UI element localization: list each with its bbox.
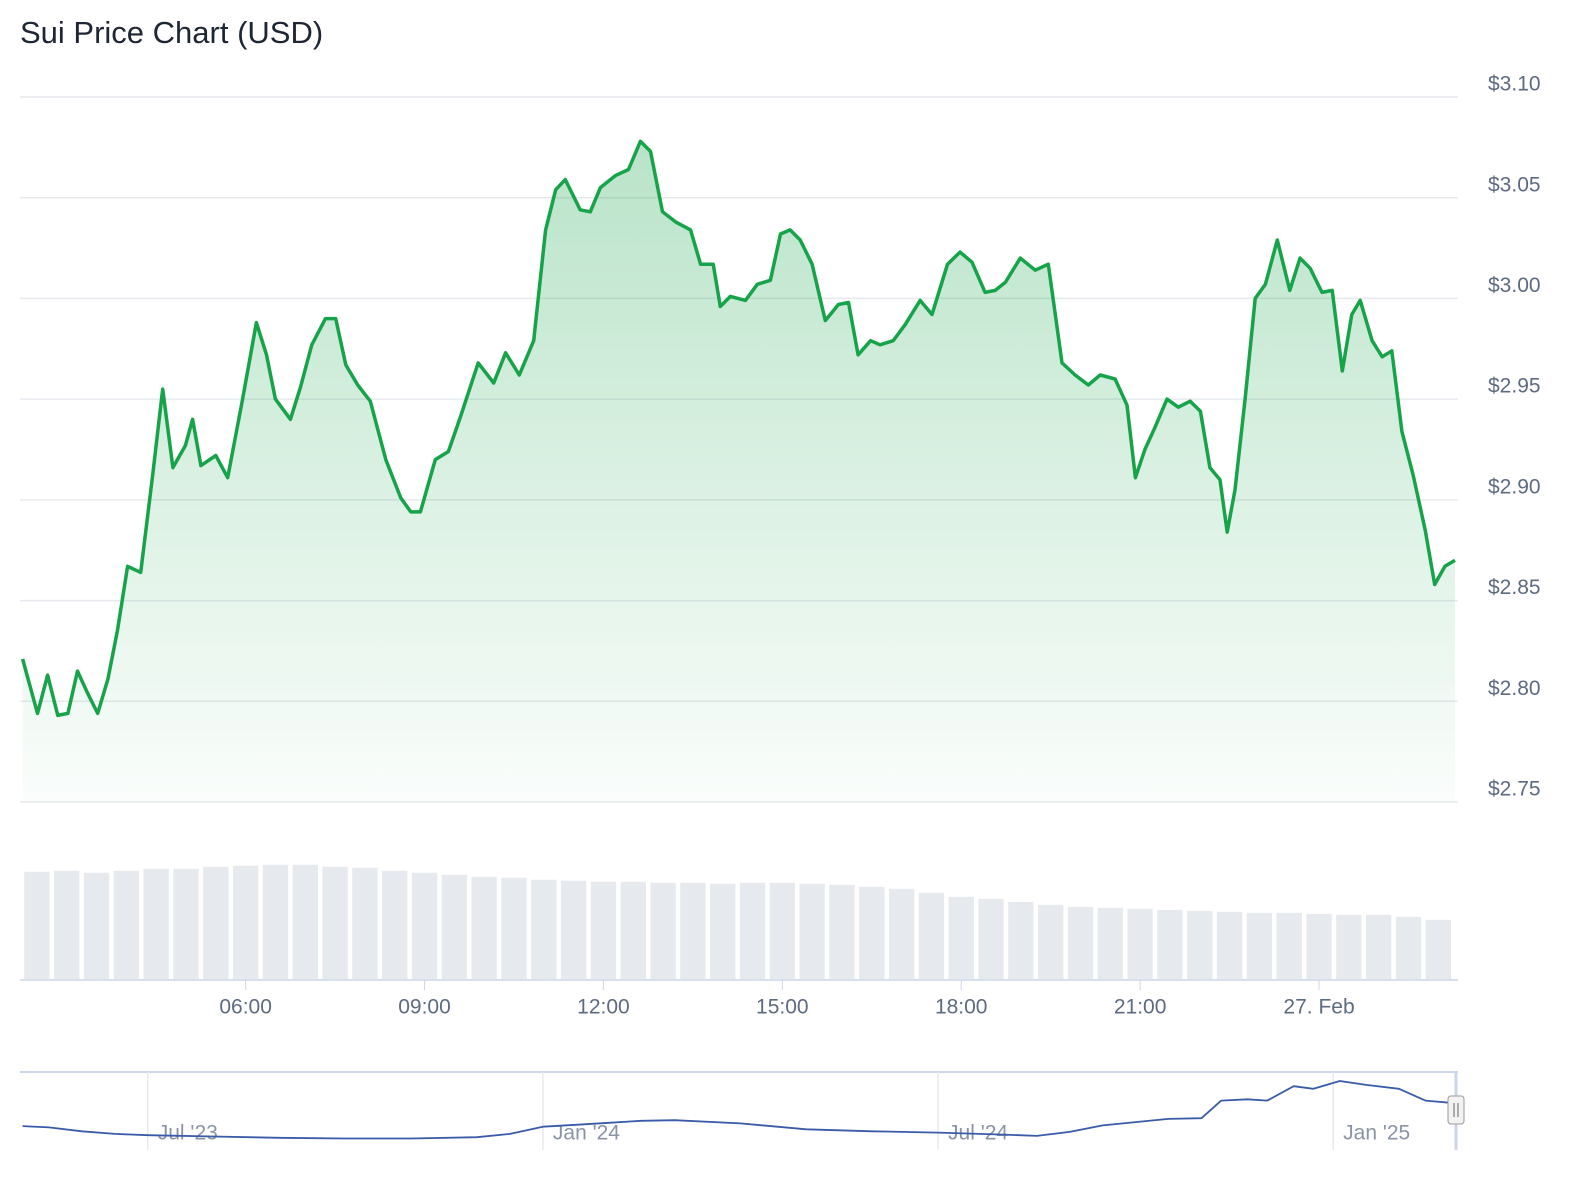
volume-bar <box>501 877 527 979</box>
y-tick-label: $3.05 <box>1488 173 1541 196</box>
volume-bar <box>531 879 557 979</box>
navigator-box <box>20 1072 1458 1150</box>
x-tick-label: 09:00 <box>398 996 451 1019</box>
navigator-handle[interactable] <box>1447 1072 1465 1150</box>
price-line <box>20 139 1456 718</box>
x-tick-label: 15:00 <box>756 996 809 1019</box>
volume-bar <box>1008 901 1034 979</box>
chart-title: Sui Price Chart (USD) <box>20 15 323 50</box>
navigator-tick-label: Jan '25 <box>1343 1122 1410 1145</box>
volume-bar <box>1157 909 1183 979</box>
x-tick-label: 18:00 <box>935 996 988 1019</box>
volume-bar <box>1038 904 1064 979</box>
volume-bar <box>1097 907 1123 979</box>
volume-bar <box>203 866 229 979</box>
area-fill <box>22 141 1456 803</box>
volume-bar <box>1187 910 1213 979</box>
volume-bar <box>620 881 646 979</box>
volume-bar <box>411 872 438 979</box>
volume-bar <box>560 880 587 979</box>
volume-bar <box>978 898 1004 979</box>
volume-bar <box>918 892 945 979</box>
y-tick-label: $2.90 <box>1488 475 1541 498</box>
volume-bar <box>232 865 259 979</box>
volume-bar <box>1365 914 1392 979</box>
navigator-tick-label: Jul '23 <box>158 1122 218 1145</box>
volume-bar <box>1127 908 1153 979</box>
volume-bar <box>143 868 169 979</box>
x-tick-label: 27. Feb <box>1283 996 1354 1019</box>
volume-bar <box>441 874 468 979</box>
volume-bar <box>1336 914 1362 979</box>
volume-bar <box>1216 911 1243 979</box>
volume-bar <box>1067 906 1094 979</box>
y-tick-label: $2.80 <box>1488 677 1541 700</box>
volume-bar <box>680 882 706 979</box>
volume-bar <box>83 872 110 979</box>
price-line <box>22 1080 1456 1140</box>
navigator-tick-label: Jan '24 <box>553 1122 620 1145</box>
volume-bar <box>799 883 825 979</box>
volume-bar <box>173 868 199 979</box>
y-tick-label: $2.75 <box>1488 778 1541 801</box>
x-tick-label: 06:00 <box>219 996 272 1019</box>
volume-bar <box>739 882 766 979</box>
handle[interactable] <box>1447 1095 1465 1125</box>
volume-bar <box>322 866 348 979</box>
volume-bar <box>1395 916 1422 979</box>
y-tick-label: $3.00 <box>1488 274 1541 297</box>
volume-bar <box>769 882 796 979</box>
volume-bar <box>113 870 140 979</box>
x-tick-label: 21:00 <box>1114 996 1167 1019</box>
volume-bar <box>24 871 50 979</box>
volume-bar <box>1246 912 1273 979</box>
volume-bar <box>292 864 318 979</box>
volume-bar <box>590 881 617 979</box>
volume-bar <box>948 896 974 979</box>
y-tick-label: $2.95 <box>1488 375 1541 398</box>
volume-bar <box>829 884 855 979</box>
volume-bar <box>1425 919 1451 979</box>
x-tick-label: 12:00 <box>577 996 630 1019</box>
volume-bar <box>888 888 915 979</box>
volume-bar <box>650 882 676 979</box>
volume-bar <box>471 876 497 979</box>
volume-bar <box>54 870 80 979</box>
y-tick-label: $3.10 <box>1488 73 1541 96</box>
volume-bar <box>1276 912 1302 979</box>
y-tick-label: $2.85 <box>1488 576 1541 599</box>
volume-bar <box>859 886 885 979</box>
volume-bar <box>262 864 289 979</box>
volume-bar <box>352 867 378 979</box>
volume-bar <box>382 870 408 979</box>
volume-bar <box>1306 913 1332 979</box>
volume-bar <box>710 883 736 979</box>
